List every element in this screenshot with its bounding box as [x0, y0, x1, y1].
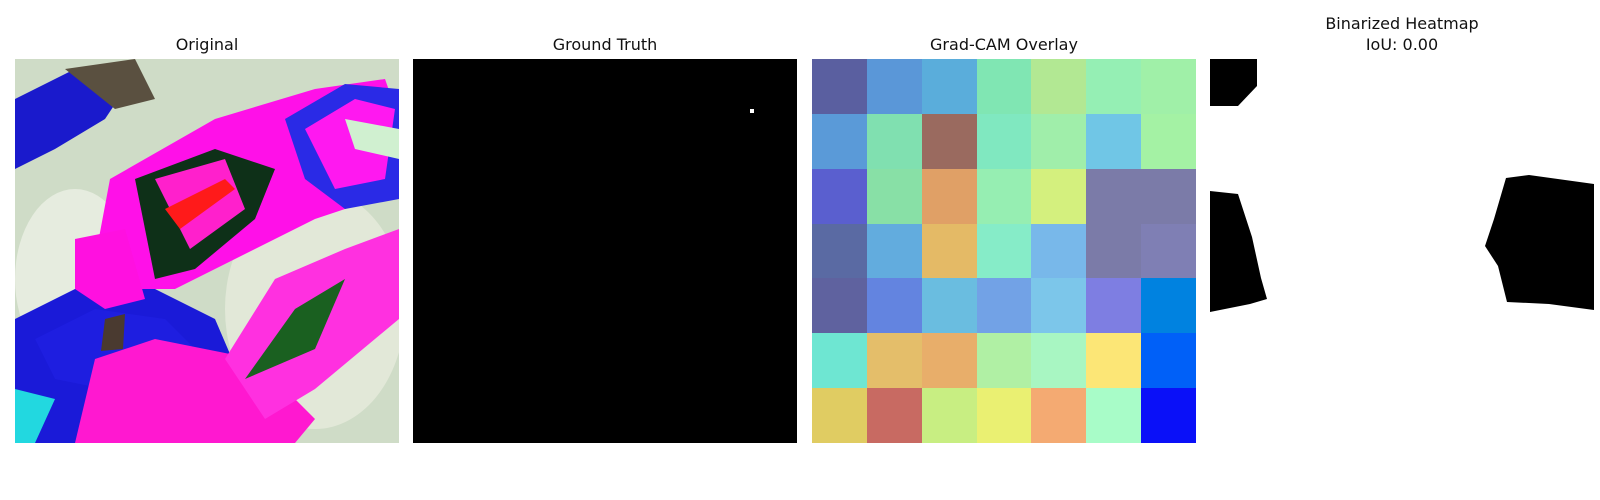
gradcam-cell	[976, 59, 1032, 114]
original-image	[15, 59, 399, 443]
gradcam-cell	[921, 223, 977, 279]
gradcam-cell	[921, 333, 977, 389]
iou-score: IoU: 0.00	[1365, 35, 1439, 54]
gradcam-cell	[812, 168, 867, 224]
gradcam-cell	[976, 113, 1032, 169]
gradcam-cell	[866, 113, 922, 169]
gradcam-title: Grad-CAM Overlay	[930, 35, 1078, 54]
gradcam-cell	[1031, 278, 1087, 334]
binary-region	[1210, 59, 1257, 106]
gradcam-cell	[866, 278, 922, 334]
gradcam-cell	[1031, 59, 1087, 114]
gradcam-cell	[976, 223, 1032, 279]
gradcam-cell	[921, 59, 977, 114]
gradcam-cell	[921, 388, 977, 443]
ground-truth-title: Ground Truth	[552, 35, 658, 54]
gradcam-cell	[976, 168, 1032, 224]
gradcam-cell	[812, 278, 867, 334]
gradcam-cell	[921, 113, 977, 169]
gradcam-cell	[1141, 333, 1196, 389]
gradcam-cell	[1086, 223, 1142, 279]
gradcam-cell	[1031, 113, 1087, 169]
binary-region	[1485, 175, 1594, 310]
gradcam-cell	[866, 223, 922, 279]
binary-region	[1210, 191, 1267, 312]
binarized-title: Binarized Heatmap	[1325, 14, 1479, 33]
gradcam-cell	[1141, 278, 1196, 334]
gradcam-cell	[812, 59, 867, 114]
gradcam-cell	[921, 168, 977, 224]
gradcam-cell	[866, 59, 922, 114]
gradcam-cell	[1141, 168, 1196, 224]
gradcam-cell	[866, 168, 922, 224]
gradcam-cell	[1141, 113, 1196, 169]
gradcam-cell	[1086, 59, 1142, 114]
gradcam-cell	[921, 278, 977, 334]
original-title: Original	[175, 35, 239, 54]
gradcam-cell	[1086, 388, 1142, 443]
gradcam-cell	[1031, 388, 1087, 443]
gradcam-cell	[1086, 168, 1142, 224]
binarized-heatmap	[1210, 59, 1594, 443]
gradcam-cell	[812, 113, 867, 169]
ground-truth-mask	[413, 59, 797, 443]
gradcam-cell	[1031, 333, 1087, 389]
gradcam-cell	[1141, 388, 1196, 443]
gradcam-cell	[976, 388, 1032, 443]
gradcam-cell	[1141, 59, 1196, 114]
gradcam-cell	[866, 388, 922, 443]
gradcam-cell	[1086, 113, 1142, 169]
gradcam-overlay	[812, 59, 1196, 443]
gradcam-cell	[1141, 223, 1196, 279]
gradcam-cell	[866, 333, 922, 389]
gradcam-cell	[812, 333, 867, 389]
gradcam-cell	[1031, 168, 1087, 224]
gradcam-cell	[976, 333, 1032, 389]
gradcam-cell	[976, 278, 1032, 334]
gradcam-cell	[812, 388, 867, 443]
gradcam-cell	[1086, 278, 1142, 334]
gradcam-cell	[1031, 223, 1087, 279]
gradcam-cell	[1086, 333, 1142, 389]
gradcam-cell	[812, 223, 867, 279]
mask-pixel	[750, 109, 754, 113]
